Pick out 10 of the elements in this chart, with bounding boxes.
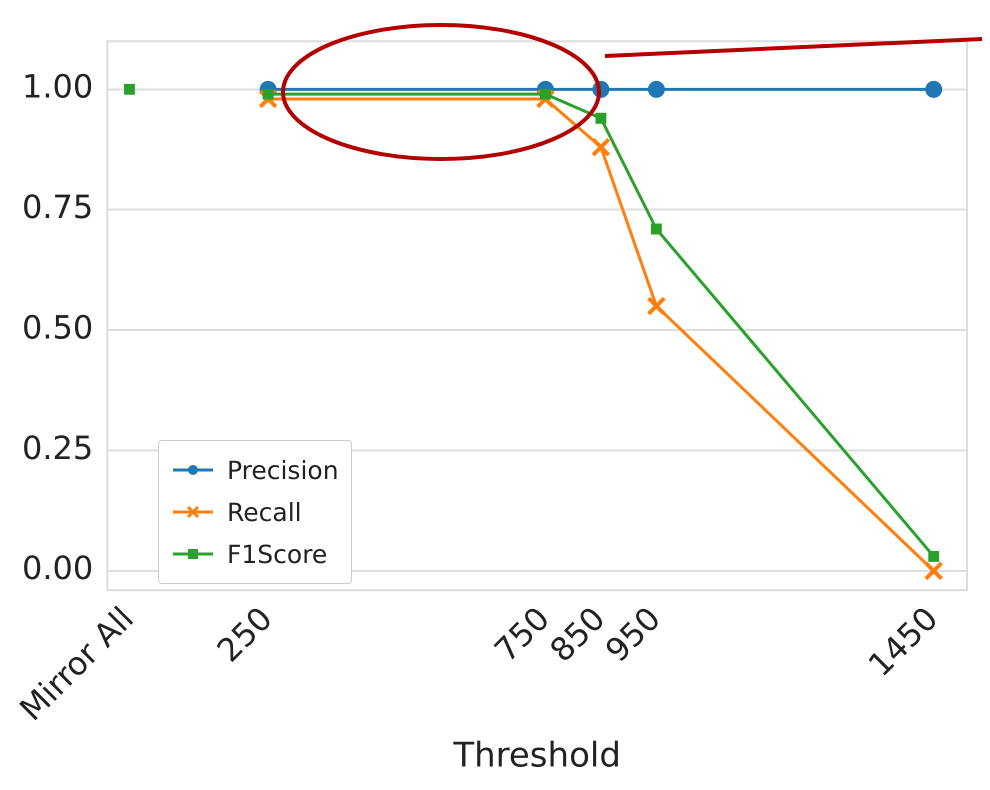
y-tick-label: 0.75 [22, 188, 94, 226]
legend-label: Precision [227, 456, 339, 484]
legend-label: F1Score [227, 540, 328, 568]
y-tick-label: 0.50 [22, 308, 94, 346]
y-tick-label: 0.00 [22, 549, 94, 588]
y-tick-label: 0.25 [22, 428, 94, 467]
legend-label: Recall [227, 498, 302, 526]
x-axis-title: Threshold [452, 735, 621, 776]
x-tick-label: 250 [210, 599, 280, 670]
y-tick-label: 1.00 [22, 68, 94, 106]
